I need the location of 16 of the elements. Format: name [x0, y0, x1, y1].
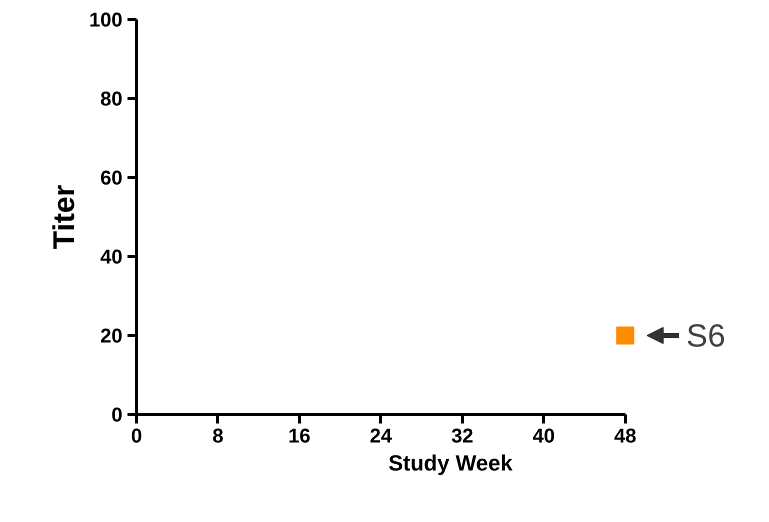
x-tick-label: 40	[532, 426, 555, 448]
y-tick-label: 20	[100, 326, 123, 348]
y-axis-title: Titer	[48, 184, 82, 250]
x-tick-label: 0	[130, 426, 142, 448]
x-tick-label: 32	[451, 426, 474, 448]
y-tick-label: 0	[111, 404, 122, 426]
annotation: S6	[686, 318, 726, 354]
x-tick-label: 8	[212, 426, 224, 448]
x-tick-label: 24	[370, 426, 393, 448]
y-tick-label: 40	[100, 246, 123, 268]
x-tick-label: 48	[614, 426, 636, 448]
y-tick-label: 60	[100, 168, 123, 190]
x-axis-title: Study Week	[388, 450, 514, 476]
y-tick-label: 100	[89, 10, 123, 32]
y-tick-label: 80	[100, 88, 123, 110]
x-tick-label: 16	[288, 426, 311, 448]
